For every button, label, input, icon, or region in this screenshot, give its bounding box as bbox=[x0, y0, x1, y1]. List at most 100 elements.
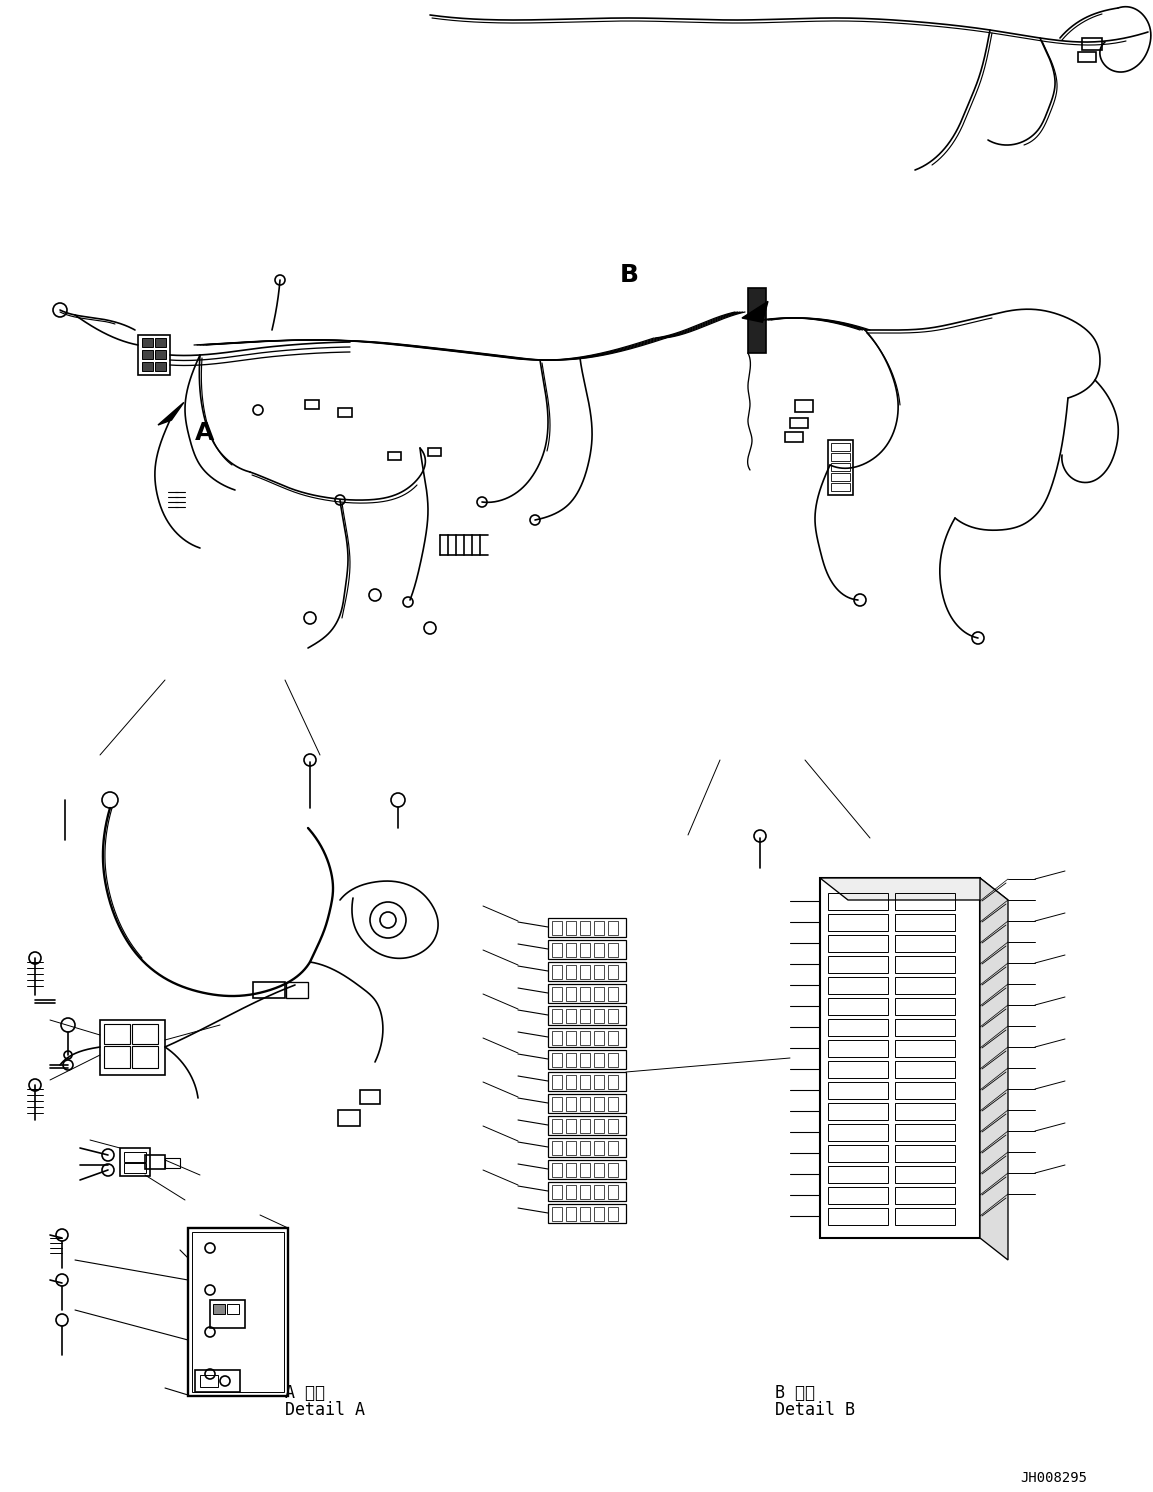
Text: B 詳細: B 詳細 bbox=[775, 1385, 815, 1402]
Bar bbox=[142, 363, 153, 372]
Bar bbox=[895, 1082, 955, 1100]
Bar bbox=[828, 1082, 888, 1100]
Bar bbox=[389, 452, 401, 460]
Bar bbox=[828, 1209, 888, 1225]
Bar bbox=[548, 1071, 626, 1091]
Bar bbox=[608, 1162, 618, 1177]
Bar bbox=[831, 443, 850, 451]
Bar bbox=[594, 1141, 604, 1155]
Bar bbox=[895, 977, 955, 994]
Bar bbox=[608, 1097, 618, 1112]
Bar bbox=[828, 894, 888, 910]
Bar bbox=[548, 1204, 626, 1223]
Bar bbox=[580, 1119, 590, 1132]
Bar bbox=[594, 965, 604, 979]
Bar bbox=[895, 894, 955, 910]
Bar bbox=[213, 1304, 225, 1314]
Bar bbox=[100, 1021, 165, 1076]
Bar bbox=[594, 1053, 604, 1067]
Bar bbox=[306, 400, 319, 409]
Bar bbox=[594, 1009, 604, 1024]
Bar bbox=[227, 1304, 239, 1314]
Bar bbox=[142, 339, 153, 348]
Bar bbox=[552, 1076, 562, 1089]
Bar bbox=[580, 1141, 590, 1155]
Bar bbox=[566, 1053, 576, 1067]
Bar bbox=[566, 943, 576, 956]
Bar bbox=[566, 1141, 576, 1155]
Bar bbox=[155, 351, 166, 360]
Bar bbox=[155, 363, 166, 372]
Polygon shape bbox=[820, 877, 1008, 900]
Bar bbox=[548, 962, 626, 982]
Bar bbox=[895, 1061, 955, 1079]
Bar bbox=[566, 1031, 576, 1044]
Bar bbox=[580, 921, 590, 935]
Bar bbox=[552, 965, 562, 979]
Bar bbox=[580, 1162, 590, 1177]
Bar bbox=[608, 921, 618, 935]
Bar bbox=[828, 1019, 888, 1035]
Bar bbox=[608, 1076, 618, 1089]
Bar bbox=[548, 918, 626, 937]
Bar bbox=[195, 1370, 240, 1392]
Bar bbox=[548, 1050, 626, 1068]
Bar bbox=[608, 988, 618, 1001]
Bar bbox=[552, 1162, 562, 1177]
Bar bbox=[125, 1162, 146, 1173]
Bar bbox=[895, 1040, 955, 1056]
Bar bbox=[548, 1116, 626, 1135]
Bar bbox=[566, 921, 576, 935]
Bar bbox=[552, 1031, 562, 1044]
Bar bbox=[566, 965, 576, 979]
Bar bbox=[566, 1009, 576, 1024]
Bar bbox=[548, 1028, 626, 1047]
Bar bbox=[193, 1232, 284, 1392]
Bar bbox=[580, 1009, 590, 1024]
Bar bbox=[895, 915, 955, 931]
Bar bbox=[580, 943, 590, 956]
Bar bbox=[552, 1141, 562, 1155]
Bar bbox=[895, 1123, 955, 1141]
Bar bbox=[895, 956, 955, 973]
Bar bbox=[552, 1097, 562, 1112]
Bar bbox=[828, 1040, 888, 1056]
Bar bbox=[608, 1207, 618, 1220]
Bar bbox=[895, 1144, 955, 1162]
Bar bbox=[828, 440, 853, 495]
Bar bbox=[828, 1061, 888, 1079]
Bar bbox=[608, 1031, 618, 1044]
Bar bbox=[286, 982, 308, 998]
Bar bbox=[548, 940, 626, 959]
Bar bbox=[552, 943, 562, 956]
Bar bbox=[1082, 37, 1102, 51]
Bar bbox=[608, 965, 618, 979]
Text: Detail B: Detail B bbox=[775, 1401, 856, 1419]
Bar bbox=[828, 1123, 888, 1141]
Bar bbox=[199, 1376, 218, 1388]
Bar bbox=[155, 339, 166, 348]
Text: A: A bbox=[195, 421, 214, 445]
Bar bbox=[580, 1097, 590, 1112]
Bar bbox=[580, 965, 590, 979]
Bar bbox=[552, 1119, 562, 1132]
Bar bbox=[831, 473, 850, 480]
Bar bbox=[338, 1110, 360, 1126]
Bar bbox=[594, 921, 604, 935]
Bar bbox=[828, 1167, 888, 1183]
Bar bbox=[785, 433, 802, 442]
Bar bbox=[552, 1053, 562, 1067]
Bar bbox=[831, 483, 850, 491]
Bar bbox=[828, 1103, 888, 1120]
Bar bbox=[828, 1188, 888, 1204]
Bar bbox=[548, 1006, 626, 1025]
Bar bbox=[828, 956, 888, 973]
Bar bbox=[566, 1076, 576, 1089]
Bar bbox=[104, 1024, 130, 1044]
Bar bbox=[594, 1185, 604, 1200]
Bar bbox=[566, 1162, 576, 1177]
Bar bbox=[253, 982, 285, 998]
Bar bbox=[594, 943, 604, 956]
Bar bbox=[895, 998, 955, 1015]
Bar bbox=[594, 1119, 604, 1132]
